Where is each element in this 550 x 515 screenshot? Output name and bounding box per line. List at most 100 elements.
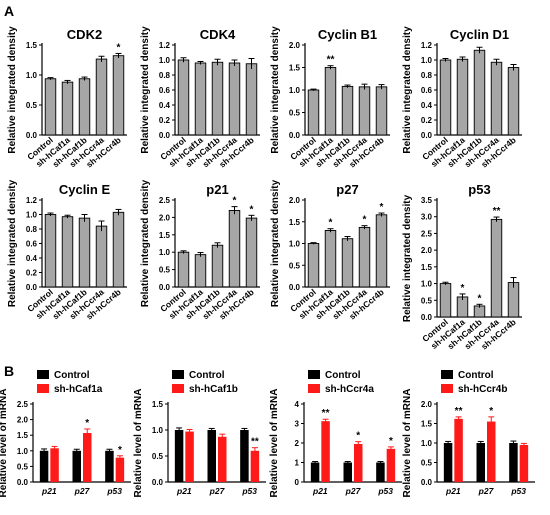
x-tick-label: p27 [209,486,226,496]
significance-marker: * [85,418,89,429]
y-tick-label: 0.0 [421,313,433,322]
y-axis-label: Relative integrated density [402,26,413,154]
x-tick-label: p53 [510,486,526,496]
significance-marker: ** [251,437,259,448]
bar-control [44,214,57,288]
legend-swatch [308,384,320,393]
y-tick-label: 1.5 [289,64,301,73]
bar-control [44,78,57,136]
y-axis-label: Relative level of mRNA [269,389,280,498]
legend-swatch [308,370,320,379]
y-tick-label: 1.0 [289,240,301,249]
chart-cyclind1: Cyclin D1 Relative integrated density 0.0 0… [402,26,522,170]
y-tick-label: 0.0 [159,283,171,292]
significance-marker: * [389,436,393,447]
legend-label: sh-hCaf1a [54,384,103,395]
y-tick-label: 0.5 [289,261,301,270]
bar-sh-hccr4a [358,226,371,288]
y-tick-label: 0.0 [421,131,433,140]
charts-container: CDK2 Relative integrated density 0.0 0.5 1.0… [0,26,535,498]
significance-marker: * [363,215,367,226]
legend-label: Control [54,370,90,381]
chart-b1: Relative level of mRNA 0.0 0.5 1.0 1.5 2.0 2.5… [0,370,131,497]
y-tick-label: 0.2 [159,116,171,125]
chart-p27: p27 Relative integrated density 0.0 0.5 1.0 1… [270,179,390,322]
bar-control [439,59,452,136]
y-tick-label: 1.0 [26,71,38,80]
legend-label: Control [189,370,225,381]
y-tick-label: 0.5 [159,266,171,275]
significance-marker: ** [327,55,335,66]
y-axis-label: Relative integrated density [140,26,151,154]
legend-label: sh-hCcr4a [325,384,374,395]
bar-sh-hccr4a [490,218,503,318]
bar-control [307,89,320,136]
y-tick-label: 1.5 [17,431,29,440]
bar-sh-hccr4b-p21 [454,418,463,482]
y-tick-label: 0.8 [26,225,38,234]
significance-marker: * [478,293,482,304]
significance-marker: * [250,204,254,215]
significance-marker: * [380,202,384,213]
significance-marker: ** [493,206,501,217]
y-tick-label: 0.8 [159,71,171,80]
chart-b2: Relative level of mRNA 0.0 0.5 1.0 1.5 p21 p27… [133,370,266,497]
y-tick-label: 1.5 [26,41,38,50]
bar-sh-hccr4b [507,67,520,136]
significance-marker: * [356,431,360,442]
y-tick-label: 1.0 [26,211,38,220]
bar-control-p27 [476,443,485,482]
y-tick-label: 1.5 [289,218,301,227]
x-tick-label: p27 [74,486,91,496]
y-axis-label: Relative level of mRNA [402,389,413,498]
legend-swatch [172,384,184,393]
bar-sh-hccr4b [507,282,520,318]
bar-control-p21 [310,462,320,482]
y-tick-label: 1.5 [421,263,433,272]
y-axis-label: Relative integrated density [140,179,151,307]
bar-sh-hccr4a-p53 [386,448,396,482]
y-axis-label: Relative level of mRNA [0,389,9,498]
chart-title: p27 [336,182,358,197]
significance-marker: ** [322,408,330,419]
chart-cycline: Cyclin E Relative integrated density 0.0 0.… [7,179,127,322]
y-tick-label: 2.0 [289,196,301,205]
chart-title: Cyclin E [59,182,111,197]
bar-control [307,243,320,288]
legend-label: Control [325,370,361,381]
x-tick-label: p53 [241,486,257,496]
significance-marker: * [461,283,465,294]
legend-label: sh-hCaf1b [189,384,238,395]
legend-swatch [441,384,453,393]
y-tick-label: 1.5 [421,420,433,429]
y-tick-label: 0.0 [289,283,301,292]
panel-label-b: B [4,363,14,379]
y-tick-label: 1.0 [152,426,164,435]
chart-title: CDK4 [200,27,236,42]
y-tick-label: 2.0 [421,400,433,409]
bar-sh-hcaf1b [78,78,91,136]
y-tick-label: 0 [295,478,300,487]
bar-control-p21 [39,450,49,482]
x-tick-label: p53 [377,486,393,496]
y-tick-label: 0.0 [17,478,29,487]
bar-sh-hcaf1b-p53 [250,450,260,482]
y-tick-label: 0.0 [26,131,38,140]
bar-sh-hcaf1a [194,62,207,136]
bar-sh-hcaf1a [324,67,337,136]
chart-cdk2: CDK2 Relative integrated density 0.0 0.5 1.0… [7,26,127,170]
y-tick-label: 0.5 [421,459,433,468]
panel-label-a: A [4,3,14,19]
y-tick-label: 0.5 [17,462,29,471]
y-tick-label: 1.5 [152,400,164,409]
x-tick-label: p21 [176,486,192,496]
y-tick-label: 0.2 [26,269,38,278]
chart-p21: p21 Relative integrated density 0.0 0.5 1.0 1… [140,179,260,322]
y-tick-label: 2.5 [17,400,29,409]
bar-sh-hccr4b [245,217,258,288]
legend-label: Control [458,370,494,381]
bar-sh-hccr4a [95,58,108,136]
significance-marker: * [329,218,333,229]
bar-sh-hcaf1a [324,229,337,288]
